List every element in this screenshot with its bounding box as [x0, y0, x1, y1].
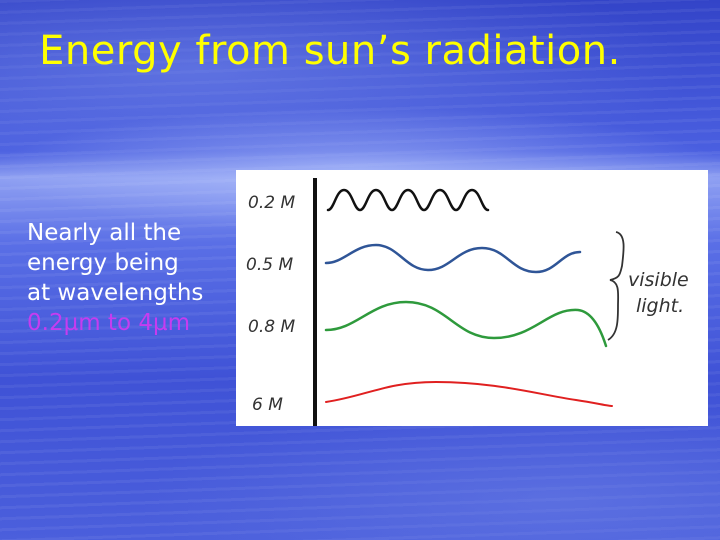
- body-line: at wavelengths: [27, 280, 204, 306]
- wave-0-2: [326, 188, 490, 212]
- wavelength-diagram: 0.2 M 0.5 M 0.8 M 6 M visible light.: [236, 170, 708, 426]
- body-text: Nearly all the energy being at wavelengt…: [27, 218, 257, 338]
- wave-label-0-8: 0.8 M: [248, 317, 295, 337]
- wavelength-range: 0.2µm to 4µm: [27, 310, 190, 336]
- wave-0-8: [324, 300, 608, 348]
- wave-0-5: [324, 243, 582, 274]
- wave-label-6: 6 M: [252, 395, 283, 415]
- wave-6: [325, 380, 613, 407]
- slide-title: Energy from sun’s radiation.: [39, 28, 621, 74]
- visible-light-label: light.: [636, 295, 684, 317]
- wave-label-0-2: 0.2 M: [248, 193, 295, 213]
- body-line: Nearly all the: [27, 220, 182, 246]
- visible-light-brace: [607, 231, 625, 341]
- wave-label-0-5: 0.5 M: [246, 255, 293, 275]
- wavelength-diagram-svg: 0.2 M 0.5 M 0.8 M 6 M visible light.: [246, 178, 689, 426]
- visible-light-label: visible: [628, 269, 689, 291]
- body-line: energy being: [27, 250, 179, 276]
